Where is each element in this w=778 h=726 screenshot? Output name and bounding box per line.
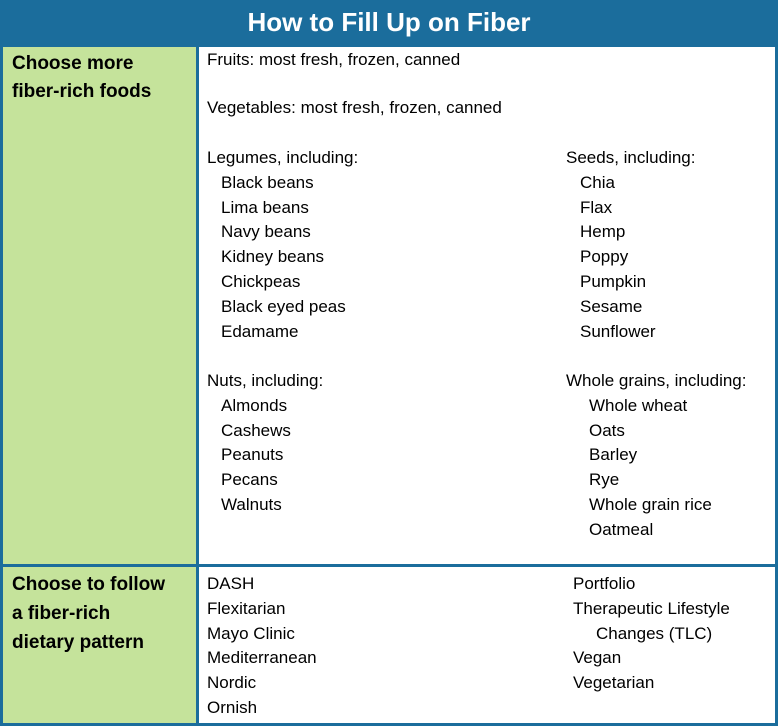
- dietary-pattern-item: Nordic: [207, 673, 257, 693]
- seeds-item: Poppy: [580, 247, 629, 267]
- vegetables-line: Vegetables: most fresh, frozen, canned: [207, 98, 502, 117]
- row-label: dietary pattern: [12, 632, 144, 653]
- legumes-item: Kidney beans: [221, 247, 325, 267]
- dietary-pattern-item: Vegetarian: [573, 673, 655, 693]
- legumes-item: Chickpeas: [221, 272, 301, 291]
- whole-grains-item: Barley: [589, 445, 638, 465]
- whole-grains-item: Oatmeal: [589, 519, 654, 539]
- whole-grains-item: Whole grain rice: [589, 495, 712, 514]
- row-label: fiber-rich foods: [12, 81, 152, 102]
- dietary-pattern-item: Therapeutic Lifestyle: [573, 598, 730, 618]
- nuts-item: Pecans: [221, 470, 278, 490]
- legumes-item: Black beans: [221, 172, 314, 192]
- legumes-item: Lima beans: [221, 197, 309, 217]
- fiber-foods-label-cell: Choose more fiber-rich foods: [3, 47, 199, 564]
- legumes-heading: Legumes, including:: [207, 148, 359, 167]
- dietary-pattern-item: Ornish: [207, 698, 258, 717]
- dietary-pattern-item: Portfolio: [573, 574, 636, 593]
- seeds-item: Pumpkin: [580, 272, 647, 291]
- row-label: Choose more: [12, 53, 134, 74]
- seeds-item: Sunflower: [580, 321, 656, 341]
- legumes-item: Navy beans: [221, 222, 311, 242]
- row-label: Choose to follow: [12, 574, 166, 595]
- whole-grains-item: Whole wheat: [589, 395, 688, 415]
- dietary-pattern-row: Choose to follow a fiber-rich dietary pa…: [0, 567, 778, 726]
- dietary-pattern-item: Flexitarian: [207, 598, 286, 618]
- dietary-pattern-label-cell: Choose to follow a fiber-rich dietary pa…: [3, 567, 199, 723]
- fruits-line: Fruits: most fresh, frozen, canned: [207, 50, 461, 69]
- page-title: How to Fill Up on Fiber: [0, 0, 778, 44]
- seeds-item: Chia: [580, 172, 615, 192]
- legumes-item: Edamame: [221, 321, 299, 341]
- whole-grains-item: Oats: [589, 420, 625, 440]
- seeds-item: Flax: [580, 197, 613, 217]
- nuts-heading: Nuts, including:: [207, 371, 324, 390]
- dietary-pattern-item: Mayo Clinic: [207, 623, 295, 643]
- fiber-foods-row: Choose more fiber-rich foods: [0, 44, 778, 567]
- row-label: a fiber-rich: [12, 603, 111, 624]
- dietary-pattern-item: Changes (TLC): [596, 623, 713, 643]
- legumes-item: Black eyed peas: [221, 296, 346, 316]
- seeds-heading: Seeds, including:: [566, 148, 696, 167]
- nuts-item: Almonds: [221, 395, 288, 415]
- dietary-pattern-item: DASH: [207, 574, 255, 593]
- seeds-item: Hemp: [580, 222, 626, 242]
- nuts-item: Walnuts: [221, 495, 282, 514]
- nuts-item: Cashews: [221, 420, 291, 440]
- dietary-pattern-item: Mediterranean: [207, 648, 317, 668]
- whole-grains-heading: Whole grains, including:: [566, 371, 747, 390]
- seeds-item: Sesame: [580, 296, 643, 316]
- whole-grains-item: Rye: [589, 470, 620, 490]
- dietary-pattern-item: Vegan: [573, 648, 622, 668]
- nuts-item: Peanuts: [221, 445, 284, 465]
